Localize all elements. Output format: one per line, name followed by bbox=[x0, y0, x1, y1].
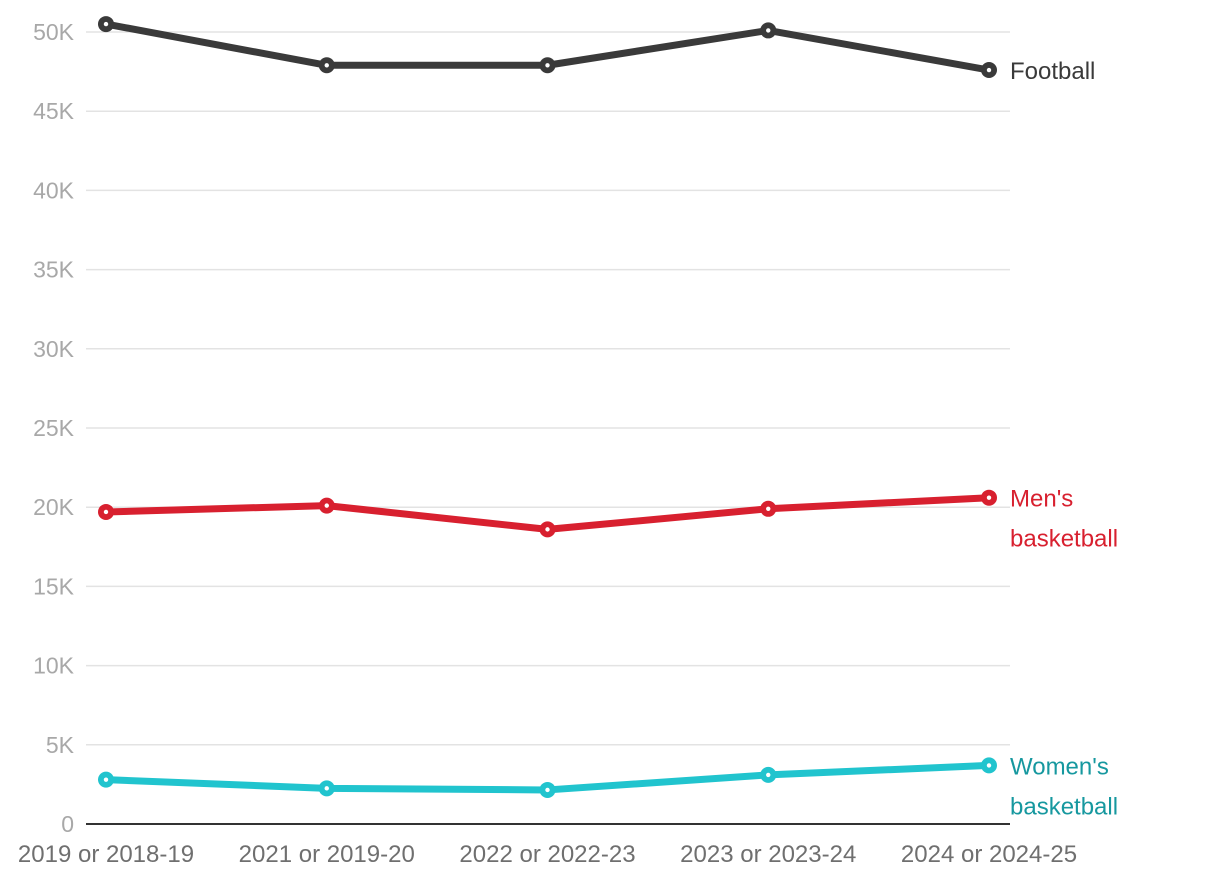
y-tick-label: 50K bbox=[33, 19, 75, 45]
data-point-center bbox=[324, 786, 329, 791]
y-tick-label: 20K bbox=[33, 494, 75, 520]
series-label: basketball bbox=[1010, 526, 1118, 553]
series-0: Football bbox=[98, 16, 1095, 85]
x-tick-label: 2019 or 2018-19 bbox=[18, 841, 194, 868]
series-label: Women's bbox=[1010, 753, 1109, 780]
y-tick-label: 25K bbox=[33, 415, 75, 441]
y-tick-label: 5K bbox=[46, 732, 75, 758]
data-point-center bbox=[103, 777, 109, 782]
x-tick-label: 2024 or 2024-25 bbox=[901, 841, 1077, 868]
series-label: basketball bbox=[1010, 793, 1118, 820]
gridlines bbox=[86, 31, 1010, 746]
data-point-center bbox=[103, 21, 109, 27]
series-label: Football bbox=[1010, 58, 1095, 85]
data-point-center bbox=[545, 63, 550, 68]
y-tick-label: 45K bbox=[33, 98, 75, 124]
series-1: Men's basketball bbox=[98, 486, 1118, 553]
data-point-center bbox=[766, 506, 771, 511]
x-tick-label: 2023 or 2023-24 bbox=[680, 841, 856, 868]
x-tick-label: 2021 or 2019-20 bbox=[239, 841, 415, 868]
data-point-center bbox=[545, 787, 550, 793]
y-tick-label: 40K bbox=[33, 177, 75, 203]
series-group: Football Men's basketball Women's basketball bbox=[98, 16, 1118, 820]
data-point-center bbox=[766, 28, 771, 33]
data-point-center bbox=[324, 63, 329, 68]
y-axis: 0 5K 10K 15K 20K 25K 30K 35K 40K 45K 50K bbox=[33, 19, 75, 837]
y-tick-label: 35K bbox=[33, 257, 75, 283]
data-point-center bbox=[986, 495, 992, 500]
x-tick-label: 2022 or 2022-23 bbox=[459, 841, 635, 868]
data-point-center bbox=[766, 772, 771, 778]
data-point-center bbox=[324, 503, 329, 508]
series-2: Women's basketball bbox=[98, 753, 1118, 820]
data-point-center bbox=[986, 763, 992, 768]
y-tick-label: 15K bbox=[33, 573, 75, 599]
y-tick-label: 30K bbox=[33, 336, 75, 362]
x-axis: 2019 or 2018-19 2021 or 2019-20 2022 or 20… bbox=[18, 823, 1077, 868]
y-tick-label: 10K bbox=[33, 653, 75, 679]
data-point-center bbox=[103, 509, 109, 515]
data-point-center bbox=[986, 67, 992, 73]
y-tick-label: 0 bbox=[61, 811, 74, 837]
data-point-center bbox=[545, 527, 550, 532]
series-label: Men's bbox=[1010, 486, 1073, 513]
